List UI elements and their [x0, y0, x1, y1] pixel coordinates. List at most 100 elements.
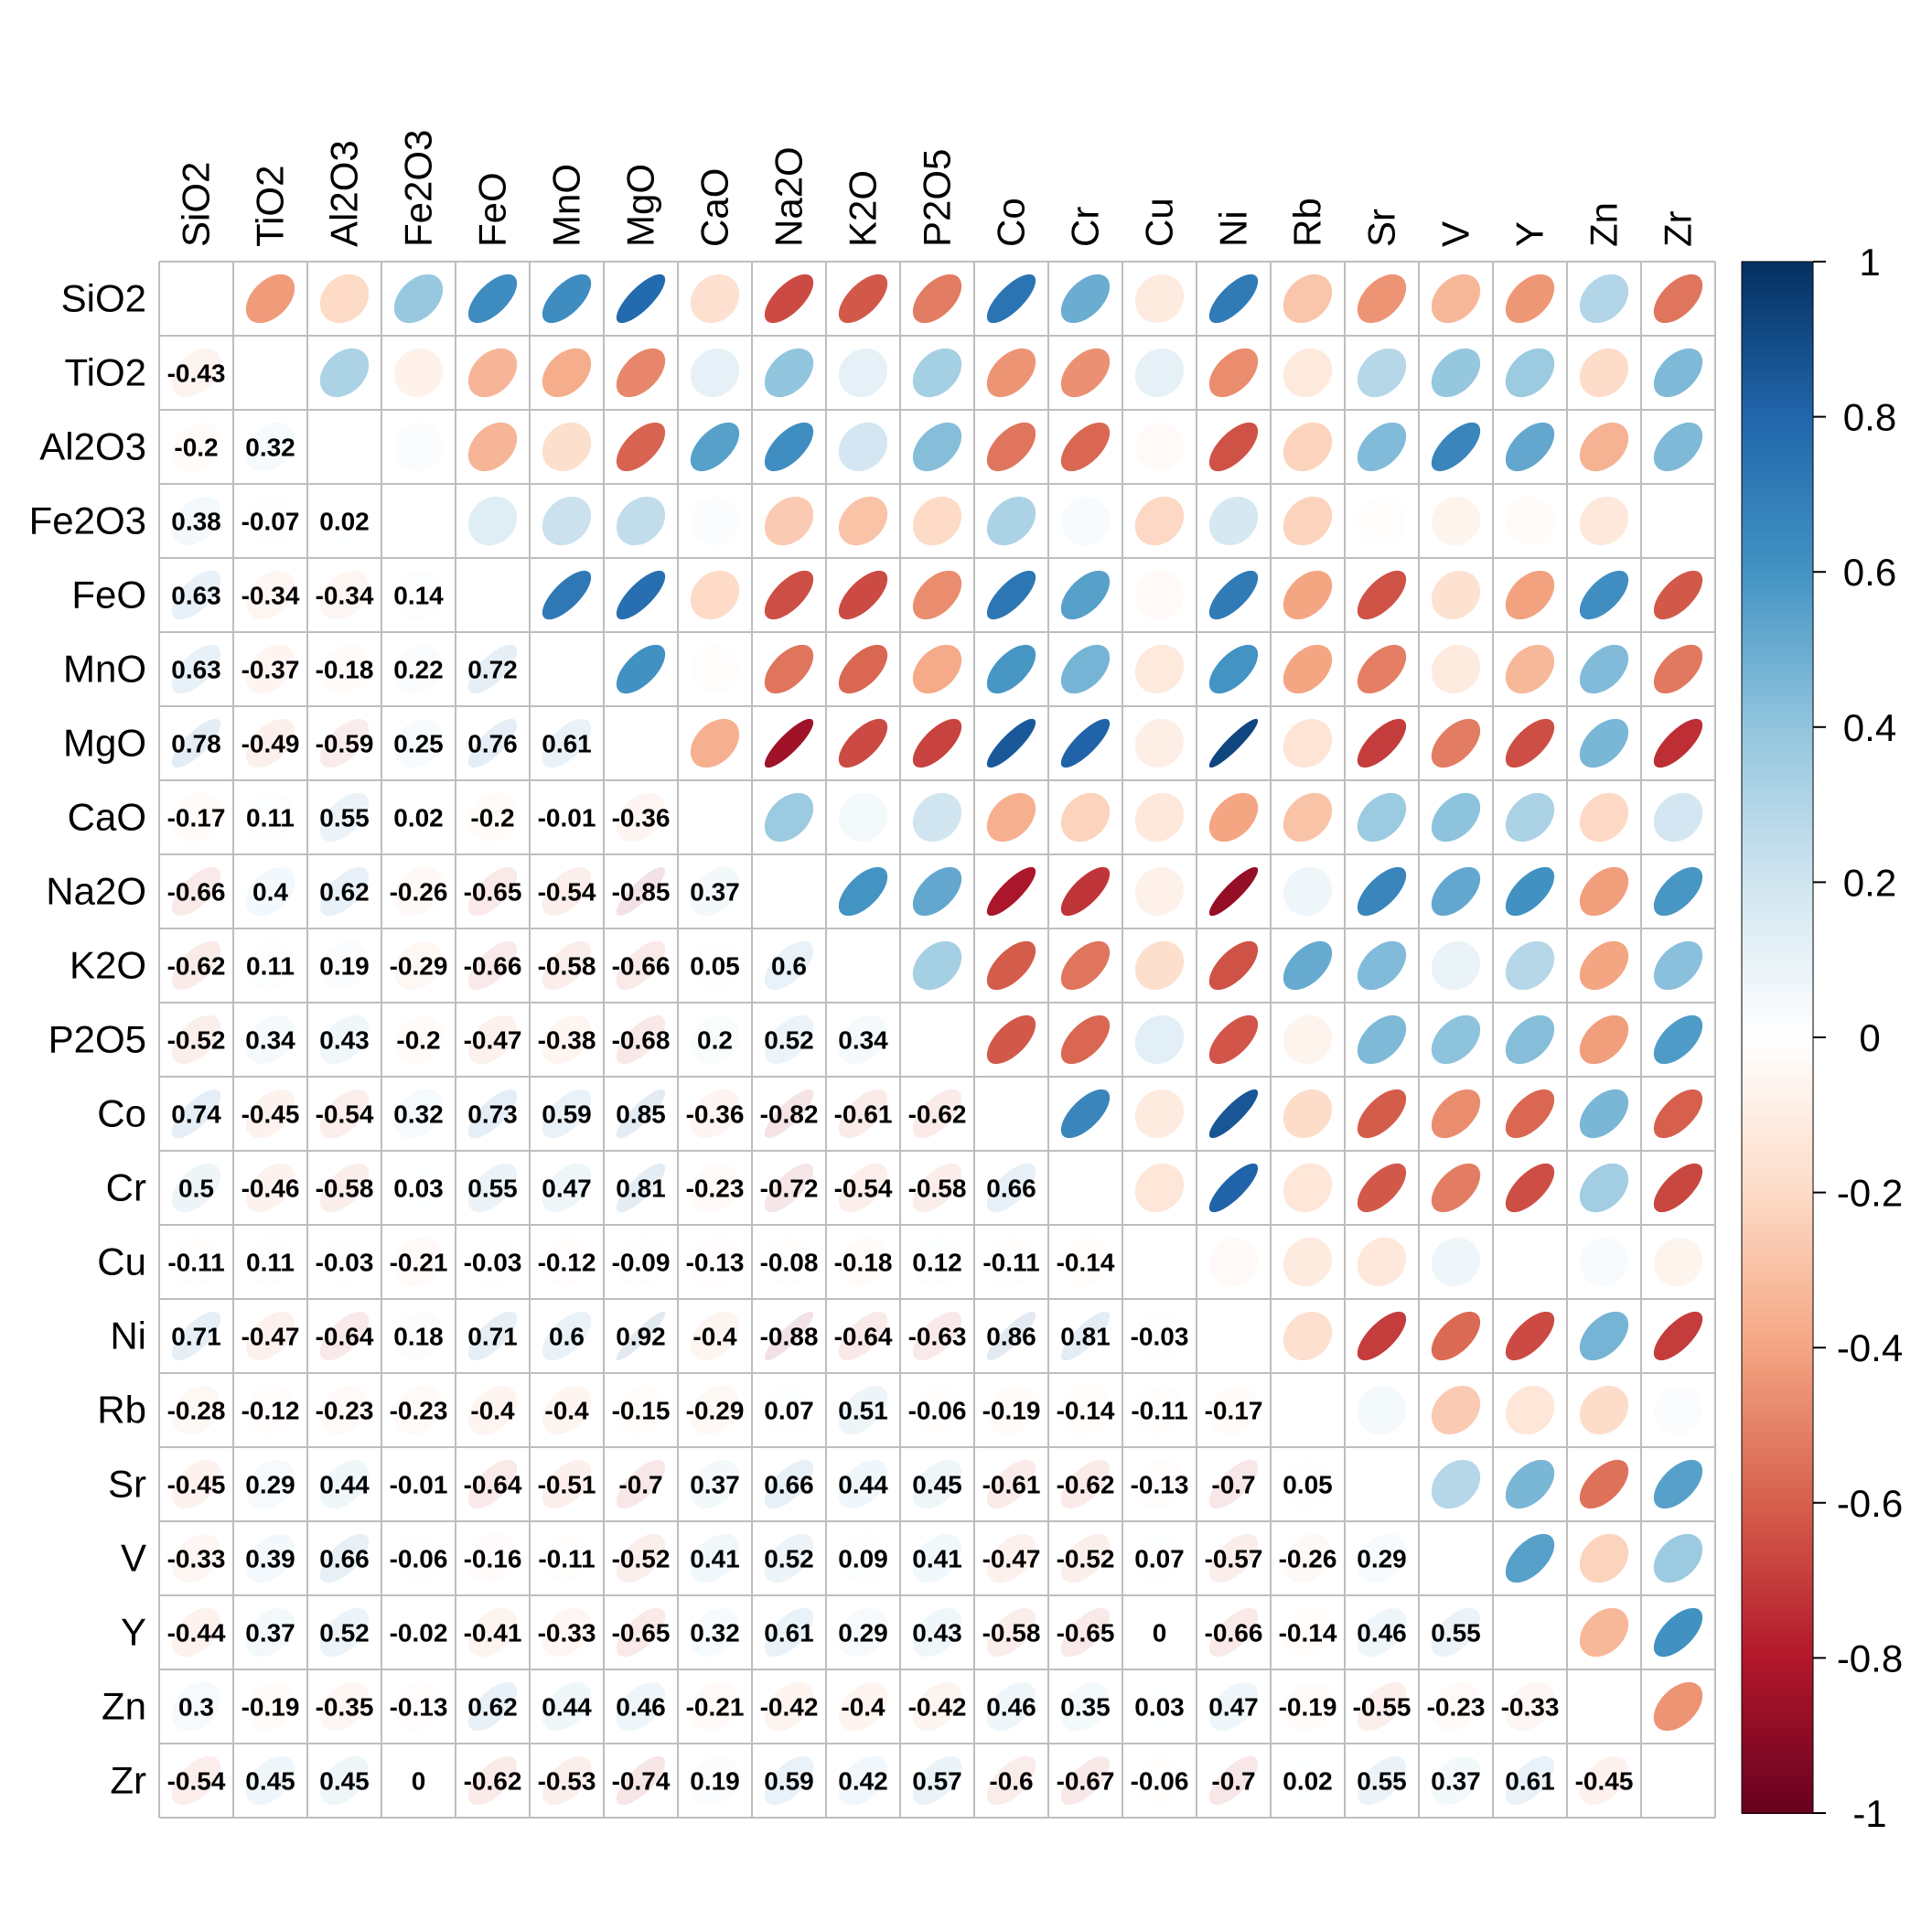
corr-value-Sr-Rb: 0.05 — [1283, 1471, 1333, 1499]
col-label-Fe2O3: Fe2O3 — [397, 130, 440, 247]
corr-value-V-Na2O: 0.52 — [764, 1545, 814, 1573]
corr-value-Zr-Sr: 0.55 — [1357, 1767, 1407, 1796]
corr-ellipse-TiO2-MgO — [616, 348, 666, 398]
lower-ellipse-Y-Na2O — [764, 1607, 814, 1658]
lower-ellipse-FeO-SiO2 — [171, 570, 221, 620]
corr-ellipse-FeO-P2O5 — [912, 570, 962, 620]
lower-ellipse-Al2O3-TiO2 — [245, 422, 295, 472]
colorbar-segment — [1742, 1689, 1813, 1698]
colorbar-segment — [1742, 486, 1813, 496]
corr-ellipse-Al2O3-Y — [1505, 422, 1555, 472]
lower-ellipse-Y-TiO2 — [245, 1607, 295, 1658]
colorbar-segment — [1742, 478, 1813, 488]
row-label-MnO: MnO — [63, 648, 146, 691]
lower-ellipse-Zn-Rb — [1283, 1681, 1333, 1732]
corr-value-V-Fe2O3: -0.06 — [390, 1545, 448, 1573]
corr-value-Rb-Co: -0.19 — [982, 1397, 1041, 1425]
lower-ellipse-K2O-CaO — [690, 940, 740, 991]
corr-ellipse-K2O-Cr — [1060, 940, 1111, 991]
colorbar-segment — [1742, 757, 1813, 767]
corr-value-Fe2O3-SiO2: 0.38 — [171, 508, 221, 536]
corr-value-Zr-Cu: -0.06 — [1131, 1767, 1189, 1796]
corr-value-Y-Rb: -0.14 — [1279, 1619, 1337, 1648]
colorbar-segment — [1742, 1557, 1813, 1566]
corr-value-Zr-MgO: -0.74 — [612, 1767, 671, 1796]
corr-ellipse-Al2O3-FeO — [467, 422, 518, 472]
corr-value-V-Ni: -0.57 — [1205, 1545, 1263, 1573]
colorbar-segment — [1742, 797, 1813, 806]
col-label-Cu: Cu — [1138, 198, 1181, 247]
corr-value-Y-Cr: -0.65 — [1057, 1619, 1115, 1648]
colorbar-tick-label: -0.6 — [1837, 1482, 1903, 1525]
colorbar-tick-label: -0.8 — [1837, 1637, 1903, 1680]
lower-ellipse-Y-Rb — [1283, 1607, 1333, 1658]
corr-ellipse-SiO2-Ni — [1208, 274, 1259, 324]
corr-ellipse-CaO-K2O — [838, 792, 888, 843]
corr-ellipse-Al2O3-K2O — [838, 422, 888, 472]
lower-ellipse-V-Fe2O3 — [393, 1533, 444, 1583]
colorbar-segment — [1742, 1401, 1813, 1411]
corr-ellipse-V-Y — [1505, 1533, 1555, 1583]
row-label-V: V — [121, 1537, 146, 1580]
lower-ellipse-Rb-FeO — [467, 1385, 518, 1435]
corr-ellipse-Cr-Cu — [1134, 1163, 1185, 1213]
corr-value-Zr-Y: 0.61 — [1505, 1767, 1555, 1796]
corr-ellipse-SiO2-Y — [1505, 274, 1555, 324]
corr-value-MnO-FeO: 0.72 — [467, 656, 518, 684]
corr-ellipse-SiO2-K2O — [838, 274, 888, 324]
colorbar-segment — [1742, 773, 1813, 783]
corr-ellipse-P2O5-Co — [986, 1014, 1036, 1065]
corr-value-Ni-P2O5: -0.63 — [908, 1323, 967, 1351]
row-label-FeO: FeO — [71, 574, 146, 617]
corr-ellipse-Cr-Zn — [1579, 1163, 1629, 1213]
lower-ellipse-Y-Cr — [1060, 1607, 1111, 1658]
corr-ellipse-Fe2O3-V — [1431, 496, 1481, 546]
col-label-K2O: K2O — [842, 170, 885, 247]
corr-ellipse-Al2O3-Cu — [1134, 422, 1185, 472]
lower-ellipse-Y-MgO — [616, 1607, 666, 1658]
corr-ellipse-Na2O-Rb — [1283, 866, 1333, 917]
corr-ellipse-MgO-Cu — [1134, 718, 1185, 768]
corr-value-Zr-MnO: -0.53 — [538, 1767, 596, 1796]
lower-ellipse-Cr-Al2O3 — [319, 1163, 370, 1213]
corr-value-P2O5-TiO2: 0.34 — [245, 1026, 295, 1055]
corr-value-Co-TiO2: -0.45 — [242, 1100, 300, 1129]
colorbar-segment — [1742, 695, 1813, 705]
corr-value-Ni-CaO: -0.4 — [692, 1323, 737, 1351]
corr-value-Zr-Cr: -0.67 — [1057, 1767, 1115, 1796]
colorbar-segment — [1742, 1626, 1813, 1636]
lower-ellipse-MnO-FeO — [467, 644, 518, 694]
corr-value-Co-K2O: -0.61 — [834, 1100, 893, 1129]
colorbar-segment — [1742, 1324, 1813, 1334]
lower-ellipse-P2O5-Fe2O3 — [393, 1014, 444, 1065]
lower-ellipse-Y-Cu — [1134, 1607, 1185, 1658]
lower-ellipse-Ni-MnO — [542, 1311, 592, 1361]
corr-ellipse-MgO-V — [1431, 718, 1481, 768]
corr-ellipse-Fe2O3-FeO — [467, 496, 518, 546]
lower-ellipse-Sr-Ni — [1208, 1459, 1259, 1509]
colorbar-segment — [1742, 719, 1813, 728]
lower-ellipse-Co-CaO — [690, 1089, 740, 1139]
corr-ellipse-Sr-Y — [1505, 1459, 1555, 1509]
corr-ellipse-TiO2-MnO — [542, 348, 592, 398]
lower-ellipse-Cu-CaO — [690, 1237, 740, 1287]
corr-ellipse-K2O-Sr — [1357, 940, 1407, 991]
corr-ellipse-MnO-Cr — [1060, 644, 1111, 694]
colorbar-segment — [1742, 688, 1813, 697]
lower-ellipse-Zn-P2O5 — [912, 1681, 962, 1732]
corr-ellipse-MgO-Zr — [1653, 718, 1703, 768]
corr-ellipse-CaO-Cr — [1060, 792, 1111, 843]
colorbar-segment — [1742, 1758, 1813, 1768]
corr-value-Ni-FeO: 0.71 — [467, 1323, 518, 1351]
lower-ellipse-Co-K2O — [838, 1089, 888, 1139]
corr-ellipse-Zn-Zr — [1653, 1681, 1703, 1732]
lower-ellipse-Co-MgO — [616, 1089, 666, 1139]
corr-value-Rb-Na2O: 0.07 — [764, 1397, 814, 1425]
lower-ellipse-K2O-SiO2 — [171, 940, 221, 991]
colorbar-segment — [1742, 1223, 1813, 1232]
corr-value-K2O-SiO2: -0.62 — [167, 952, 226, 981]
corr-ellipse-SiO2-Al2O3 — [319, 274, 370, 324]
corr-value-Zn-TiO2: -0.19 — [242, 1693, 300, 1722]
corr-value-Ni-Fe2O3: 0.18 — [393, 1323, 444, 1351]
corr-ellipse-Cr-Sr — [1357, 1163, 1407, 1213]
